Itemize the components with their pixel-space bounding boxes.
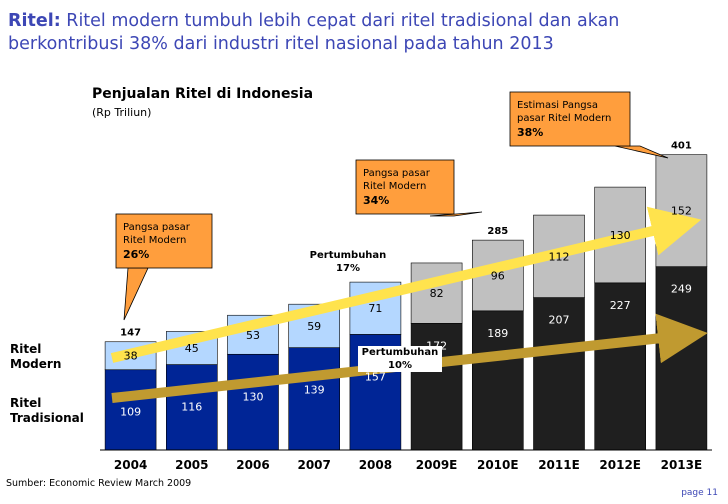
x-tick-label: 2008	[359, 458, 392, 472]
value-label-modern: 82	[430, 287, 444, 300]
value-label-modern: 38	[124, 350, 138, 363]
x-tick-label: 2005	[175, 458, 208, 472]
callout-38-line2: pasar Ritel Modern	[517, 113, 611, 124]
callout-38-value: 38%	[517, 126, 543, 139]
bar-traditional-2006	[227, 353, 279, 451]
bar-traditional-2009E	[410, 323, 463, 451]
value-label-traditional: 130	[243, 390, 264, 403]
chart-title: Penjualan Ritel di Indonesia	[92, 86, 314, 102]
bar-traditional-2010E	[471, 310, 524, 451]
modern-growth-arrow	[110, 206, 702, 363]
callout-26-line2: Ritel Modern	[123, 235, 186, 246]
headline-text: Ritel modern tumbuh lebih cepat dari rit…	[8, 11, 620, 54]
value-label-modern: 96	[491, 269, 505, 282]
value-label-modern: 53	[246, 329, 260, 342]
value-label-modern: 152	[671, 205, 692, 218]
callout-34-value: 34%	[363, 194, 389, 207]
row-label-modern-line2: Modern	[10, 357, 62, 371]
value-label-traditional: 157	[365, 370, 386, 383]
callout-38-line1: Estimasi Pangsa	[517, 100, 598, 111]
source-note: Sumber: Economic Review March 2009	[6, 478, 192, 489]
callout-34: Pangsa pasar Ritel Modern 34%	[355, 159, 483, 217]
callout-34-line1: Pangsa pasar	[363, 168, 431, 179]
value-label-traditional: 227	[610, 299, 631, 312]
bar-traditional-2012E	[594, 282, 647, 451]
value-label-traditional: 207	[549, 314, 570, 327]
growth-traditional-title: Pertumbuhan	[361, 347, 439, 358]
total-label: 285	[487, 226, 508, 237]
callout-26-value: 26%	[123, 248, 149, 261]
bar-traditional-2005	[166, 364, 218, 451]
x-tick-label: 2007	[297, 458, 330, 472]
value-label-modern: 112	[549, 250, 570, 263]
growth-traditional-value: 10%	[388, 360, 412, 371]
row-label-modern-line1: Ritel	[10, 342, 42, 356]
total-label: 401	[671, 141, 692, 152]
value-label-modern: 130	[610, 229, 631, 242]
value-label-traditional: 139	[304, 384, 325, 397]
callout-26-line1: Pangsa pasar	[123, 222, 191, 233]
bar-traditional-2011E	[533, 297, 585, 451]
row-label-modern: Ritel Modern	[10, 342, 61, 372]
bar-traditional-2007	[288, 347, 341, 451]
growth-label-modern: Pertumbuhan 17%	[306, 249, 390, 275]
value-label-modern: 71	[368, 302, 382, 315]
value-label-traditional: 116	[181, 401, 202, 414]
growth-modern-value: 17%	[336, 263, 360, 274]
x-tick-label: 2009E	[416, 458, 458, 472]
row-label-traditional-line1: Ritel	[10, 396, 42, 410]
x-tick-label: 2011E	[538, 458, 580, 472]
value-label-modern: 59	[307, 320, 321, 333]
x-tick-label: 2013E	[661, 458, 703, 472]
value-label-traditional: 189	[487, 327, 508, 340]
x-tick-label: 2004	[114, 458, 147, 472]
callout-38: Estimasi Pangsa pasar Ritel Modern 38%	[509, 91, 669, 159]
growth-modern-title: Pertumbuhan	[309, 250, 387, 261]
page-number: page 11	[681, 488, 718, 498]
slide-headline: Ritel: Ritel modern tumbuh lebih cepat d…	[8, 10, 720, 56]
x-tick-label: 2012E	[599, 458, 641, 472]
callout-26: Pangsa pasar Ritel Modern 26%	[115, 213, 213, 321]
chart-unit: (Rp Triliun)	[92, 106, 152, 119]
value-label-traditional: 249	[671, 283, 692, 296]
x-tick-label: 2010E	[477, 458, 519, 472]
total-label: 147	[120, 328, 141, 339]
value-label-traditional: 109	[120, 406, 141, 419]
row-label-traditional: Ritel Tradisional	[10, 396, 84, 426]
callout-34-line2: Ritel Modern	[363, 181, 426, 192]
x-tick-label: 2006	[236, 458, 269, 472]
value-label-modern: 45	[185, 342, 199, 355]
headline-keyword: Ritel:	[8, 11, 61, 31]
row-label-traditional-line2: Tradisional	[10, 411, 84, 425]
growth-label-traditional: Pertumbuhan 10%	[358, 346, 442, 372]
